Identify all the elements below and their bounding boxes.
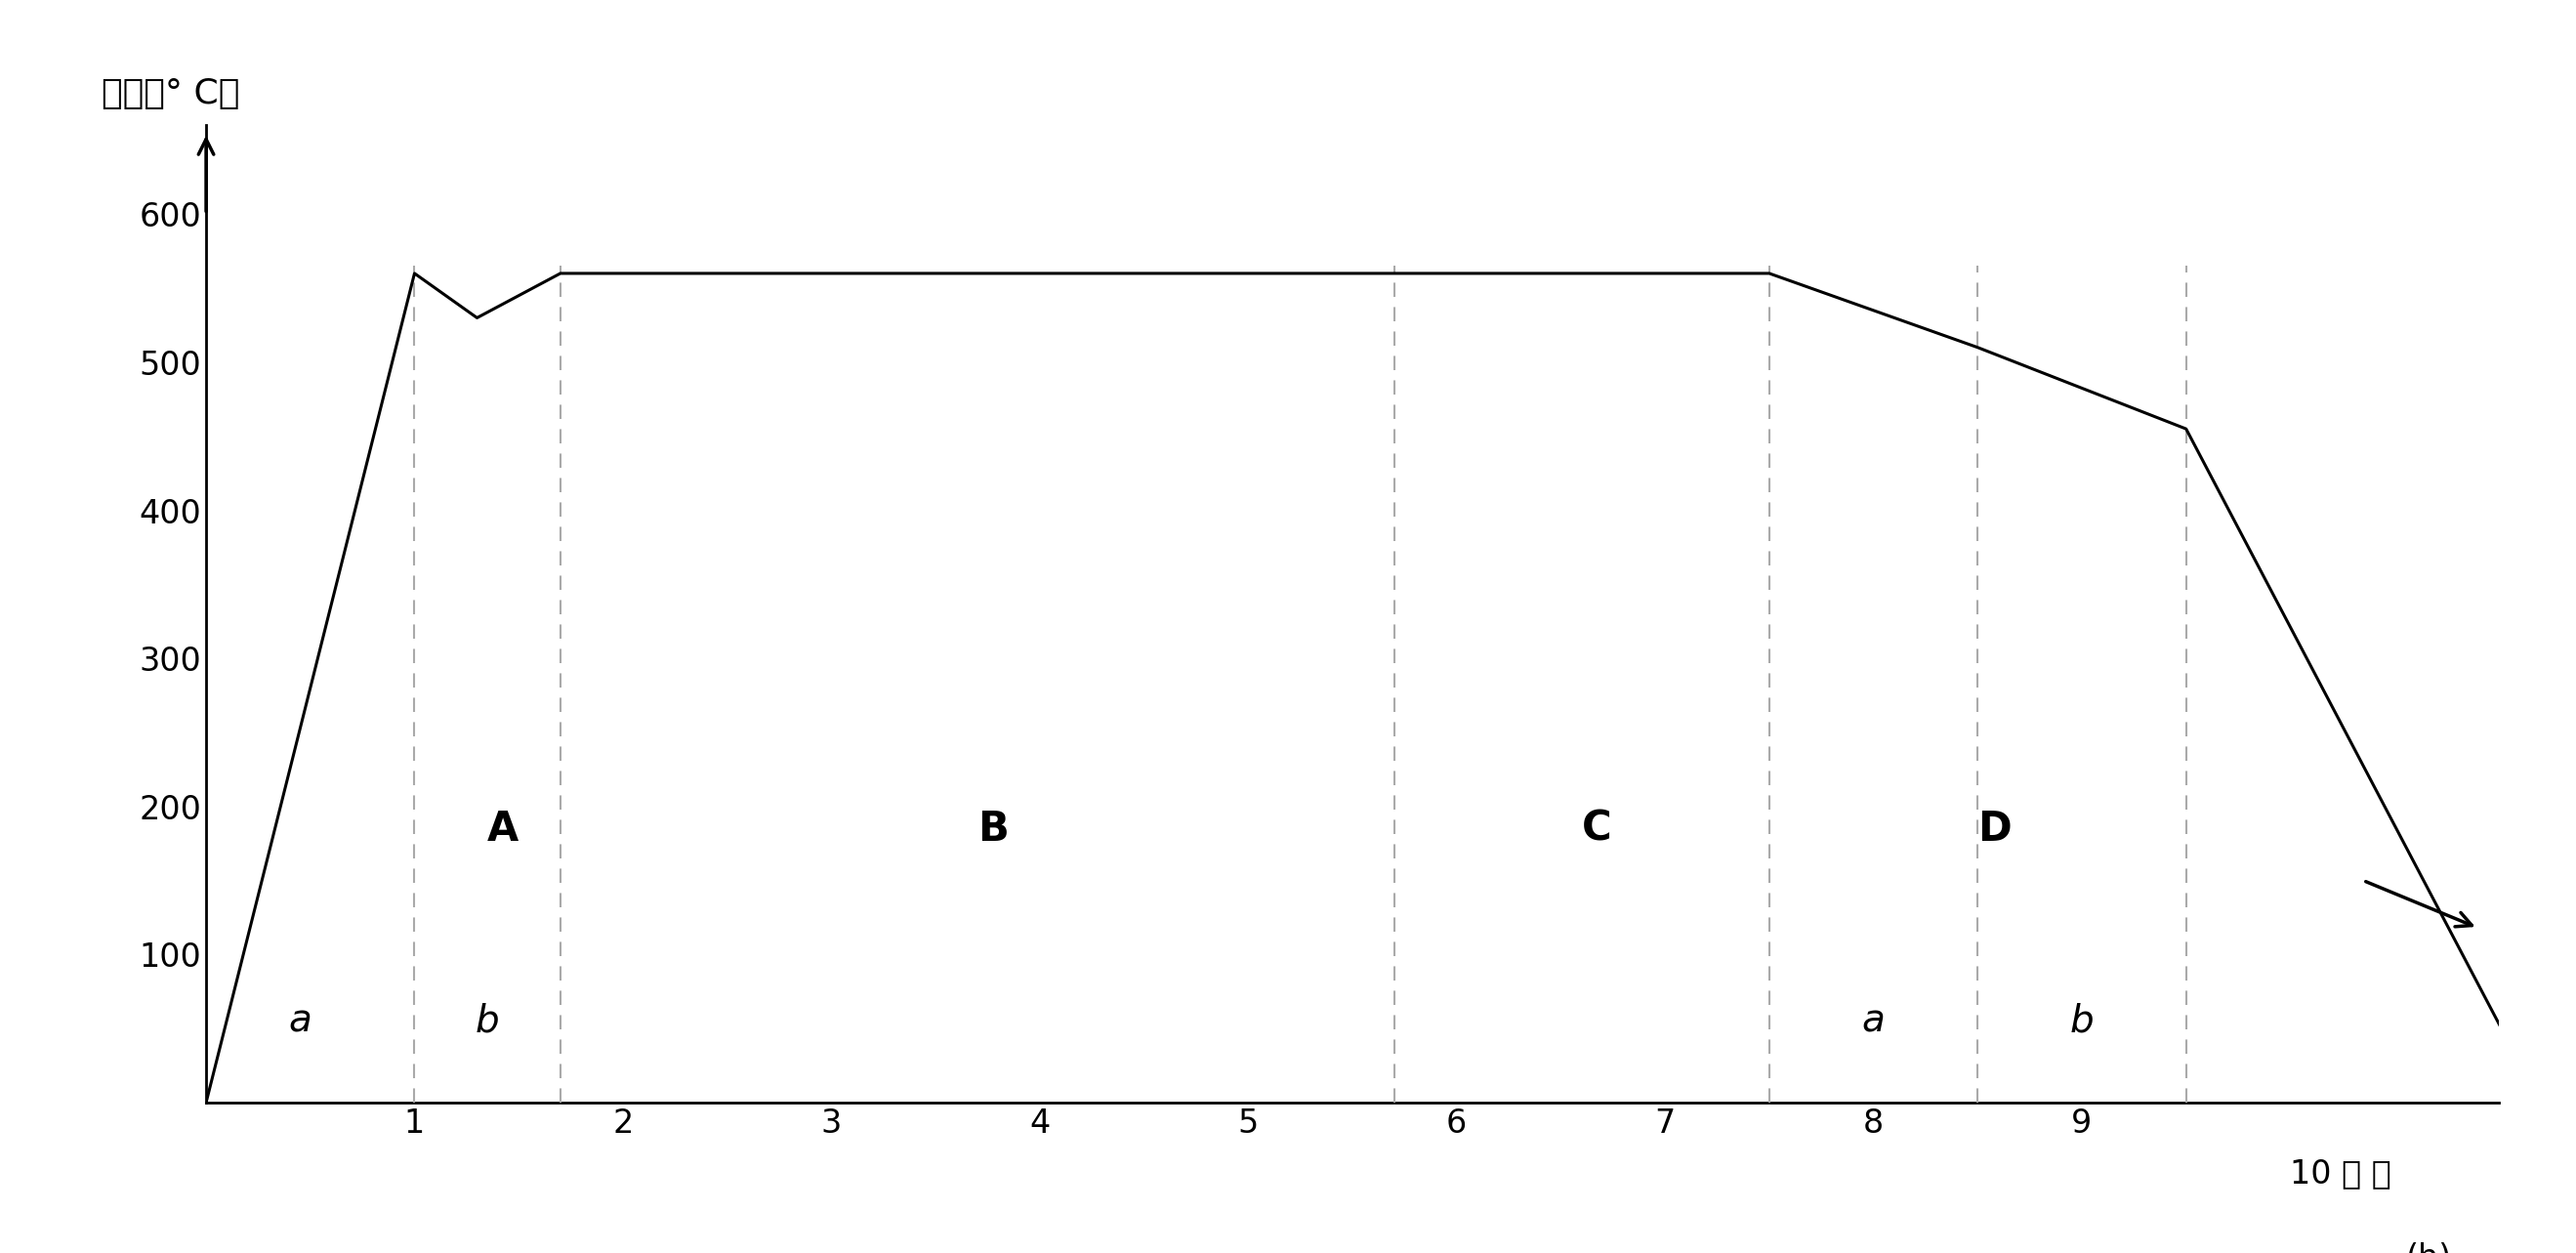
Text: C: C [1582, 808, 1613, 850]
Text: a: a [1862, 1002, 1886, 1040]
Text: B: B [976, 808, 1007, 850]
Text: b: b [2071, 1002, 2094, 1040]
Text: 温度（° C）: 温度（° C） [103, 78, 240, 110]
Text: a: a [289, 1002, 312, 1040]
Text: A: A [487, 808, 518, 850]
Text: D: D [1978, 808, 2012, 850]
Text: (h): (h) [2406, 1242, 2450, 1253]
Text: 10 时 间: 10 时 间 [2290, 1158, 2391, 1190]
Text: b: b [477, 1002, 500, 1040]
